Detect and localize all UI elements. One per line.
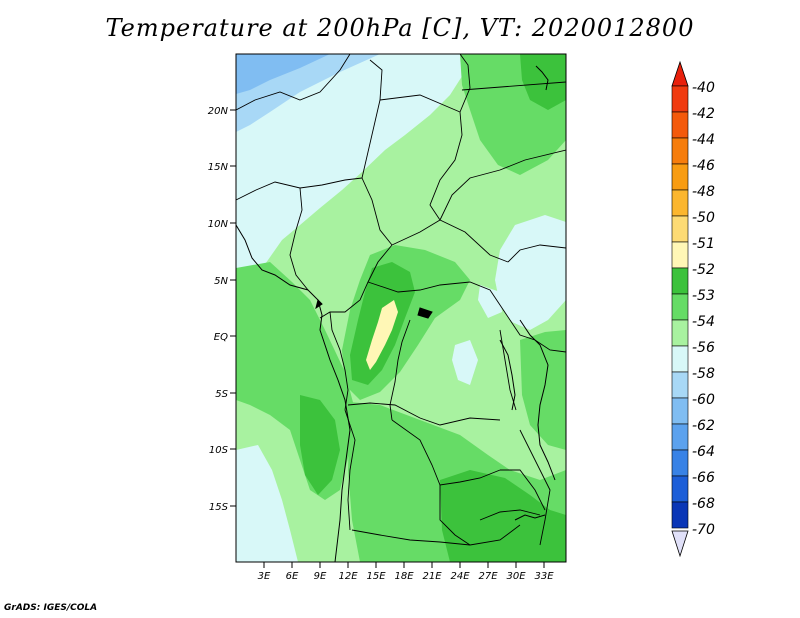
colorbar-cells (671, 85, 689, 529)
band-light-cyan-east (495, 215, 566, 330)
lon-tick-label: 9E (314, 571, 327, 582)
colorbar-bottom-arrow (671, 530, 689, 558)
colorbar-cell (671, 215, 689, 243)
colorbar-cell (671, 475, 689, 503)
lon-tick-label: 33E (534, 571, 554, 582)
band-dark-green-ne (520, 54, 566, 110)
colorbar-label: -54 (692, 314, 715, 330)
lon-tick-label: 24E (450, 571, 470, 582)
lon-tick-label: 15E (366, 571, 386, 582)
colorbar-label: -46 (692, 158, 715, 174)
map-plot-area (236, 54, 566, 562)
colorbar-cell (671, 137, 689, 165)
colorbar-cell (671, 241, 689, 269)
colorbar-label: -62 (692, 418, 715, 434)
colorbar-cell (671, 293, 689, 321)
lat-tick-label: 5N (214, 276, 228, 287)
band-light-cyan-spot-ea (478, 285, 502, 318)
band-light-cyan-spot-ug (452, 340, 478, 385)
grads-credit: GrADS: IGES/COLA (4, 603, 98, 613)
band-dark-green-west (300, 395, 340, 495)
lon-tick-label: 18E (394, 571, 414, 582)
lon-tick-labels: 3E 6E 9E 12E 15E 18E 21E 24E 27E 30E 33E (258, 571, 555, 582)
colorbar-label: -44 (692, 132, 715, 148)
colorbar-cell (671, 371, 689, 399)
lat-tick-label: 10N (208, 219, 229, 230)
lat-tick-label: 15S (209, 502, 229, 513)
colorbar-label: -52 (692, 262, 715, 278)
colorbar-cell (671, 501, 689, 529)
colorbar-cell (671, 345, 689, 373)
band-light-cyan-north (236, 54, 470, 295)
colorbar-label: -64 (692, 444, 715, 460)
colorbar-cell (671, 163, 689, 191)
lat-axis (230, 109, 236, 507)
colorbar-label: -51 (692, 236, 715, 252)
colorbar-label: -42 (692, 106, 715, 122)
coastline (236, 65, 556, 562)
lat-tick-label: EQ (214, 332, 228, 343)
band-mid-blue-nw (236, 54, 330, 94)
band-pale-yellow-central (366, 300, 398, 370)
colorbar-cell (671, 111, 689, 139)
colorbar-label: -40 (692, 80, 715, 96)
colorbar-label: -50 (692, 210, 715, 226)
lat-tick-label: 15N (208, 162, 229, 173)
lat-tick-labels: 20N 15N 10N 5N EQ 5S 10S 15S (208, 106, 229, 513)
colorbar-cell (671, 397, 689, 425)
colorbar-cell (671, 267, 689, 295)
lon-axis (263, 562, 545, 568)
colorbar-label: -60 (692, 392, 715, 408)
colorbar-label: -58 (692, 366, 715, 382)
lat-tick-label: 20N (208, 106, 229, 117)
colorbar-cell (671, 85, 689, 113)
band-dark-green-south (440, 470, 566, 562)
lat-tick-label: 10S (209, 445, 229, 456)
colorbar-label: -68 (692, 496, 715, 512)
map-frame (235, 53, 567, 563)
lat-tick-label: 5S (215, 389, 228, 400)
colorbar-label: -66 (692, 470, 715, 486)
colorbar-label: -56 (692, 340, 715, 356)
lon-tick-label: 30E (506, 571, 526, 582)
colorbar-cell (671, 319, 689, 347)
lon-tick-label: 3E (258, 571, 271, 582)
lon-tick-label: 27E (478, 571, 498, 582)
band-medium-green-east (520, 330, 566, 450)
colorbar-cell (671, 423, 689, 451)
lon-tick-label: 12E (338, 571, 358, 582)
colorbar-label: -70 (692, 522, 715, 538)
colorbar-labels: -40 -42 -44 -46 -48 -50 -51 -52 -53 -54 … (692, 80, 715, 538)
country-borders (236, 54, 566, 546)
band-light-cyan-southwest (236, 445, 298, 562)
colorbar-label: -53 (692, 288, 715, 304)
colorbar: -40 -42 -44 -46 -48 -50 -51 -52 -53 -54 … (671, 60, 715, 558)
colorbar-top-arrow (671, 60, 689, 87)
colorbar-cell (671, 449, 689, 477)
lon-tick-label: 21E (422, 571, 442, 582)
chart-title: Temperature at 200hPa [C], VT: 202001280… (105, 14, 695, 42)
colorbar-cell (671, 189, 689, 217)
colorbar-label: -48 (692, 184, 715, 200)
lon-tick-label: 6E (286, 571, 299, 582)
